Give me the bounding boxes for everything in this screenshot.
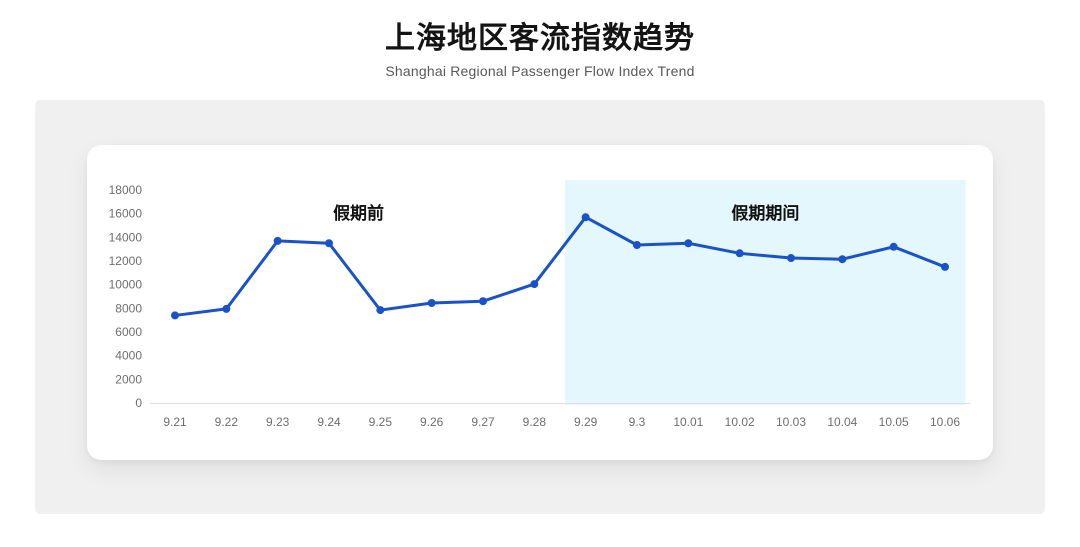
data-point-10.06[interactable] (941, 262, 949, 271)
y-axis-tick-label: 6000 (115, 325, 142, 339)
flow-index-line (173, 215, 947, 317)
page-title: 上海地区客流指数趋势 (385, 22, 695, 55)
y-axis-tick-label: 12000 (109, 254, 143, 268)
data-point-9.29[interactable] (581, 213, 590, 222)
x-axis-tick-label: 9.3 (629, 415, 646, 429)
y-axis-tick-label: 0 (135, 396, 142, 410)
data-point-9.3[interactable] (633, 241, 641, 250)
x-axis-tick-label: 9.27 (471, 415, 495, 429)
x-axis-tick-label: 9.21 (163, 415, 187, 429)
x-axis-tick-label: 9.29 (574, 415, 598, 429)
data-point-10.02[interactable] (735, 249, 744, 258)
x-axis-tick-label: 10.02 (725, 415, 755, 429)
data-point-9.21[interactable] (171, 311, 179, 320)
data-point-10.04[interactable] (838, 255, 847, 264)
chart-card: 0 2000 4000 6000 8000 10000 12000 14000 16000 180… (87, 145, 993, 460)
x-axis-tick-label: 10.05 (879, 415, 909, 429)
data-point-9.27[interactable] (479, 297, 487, 306)
x-axis-tick-label: 9.24 (317, 415, 341, 429)
x-axis-tick-label: 10.06 (930, 415, 960, 429)
y-axis-tick-label: 8000 (115, 301, 142, 315)
x-axis-tick-label: 9.28 (523, 415, 547, 429)
y-axis-tick-label: 2000 (115, 372, 142, 386)
x-axis-tick-label: 9.22 (215, 415, 239, 429)
y-axis-tick-label: 16000 (109, 207, 143, 221)
x-axis-tick-label: 9.23 (266, 415, 290, 429)
y-axis-tick-label: 10000 (109, 278, 143, 292)
data-point-9.26[interactable] (427, 299, 436, 308)
data-point-9.28[interactable] (530, 280, 539, 289)
data-point-9.24[interactable] (325, 239, 333, 248)
y-axis-tick-label: 4000 (115, 349, 142, 363)
data-point-9.25[interactable] (376, 306, 385, 315)
passenger-flow-line-chart: 0 2000 4000 6000 8000 10000 12000 14000 16000 180… (109, 180, 970, 429)
y-axis-tick-label: 14000 (109, 230, 143, 244)
annotation-pre-holiday: 假期前 (333, 203, 384, 223)
data-point-10.05[interactable] (889, 242, 898, 251)
holiday-highlight-region (565, 180, 966, 405)
page-subtitle: Shanghai Regional Passenger Flow Index T… (385, 63, 695, 79)
x-axis-tick-label: 9.25 (369, 415, 393, 429)
x-axis-tick-label: 10.01 (673, 415, 703, 429)
x-axis-tick-label: 9.26 (420, 415, 444, 429)
x-axis-tick-label: 10.04 (827, 415, 857, 429)
data-point-10.03[interactable] (787, 254, 795, 263)
x-axis-tick-label: 10.03 (776, 415, 806, 429)
data-point-9.22[interactable] (222, 304, 231, 313)
chart-panel: 0 2000 4000 6000 8000 10000 12000 14000 16000 180… (35, 100, 1045, 514)
data-point-10.01[interactable] (684, 239, 693, 248)
y-axis-tick-label: 18000 (109, 183, 143, 197)
annotation-holiday: 假期期间 (731, 203, 799, 223)
chart-header: 上海地区客流指数趋势 Shanghai Regional Passenger F… (0, 20, 1080, 80)
data-point-9.23[interactable] (273, 236, 282, 245)
